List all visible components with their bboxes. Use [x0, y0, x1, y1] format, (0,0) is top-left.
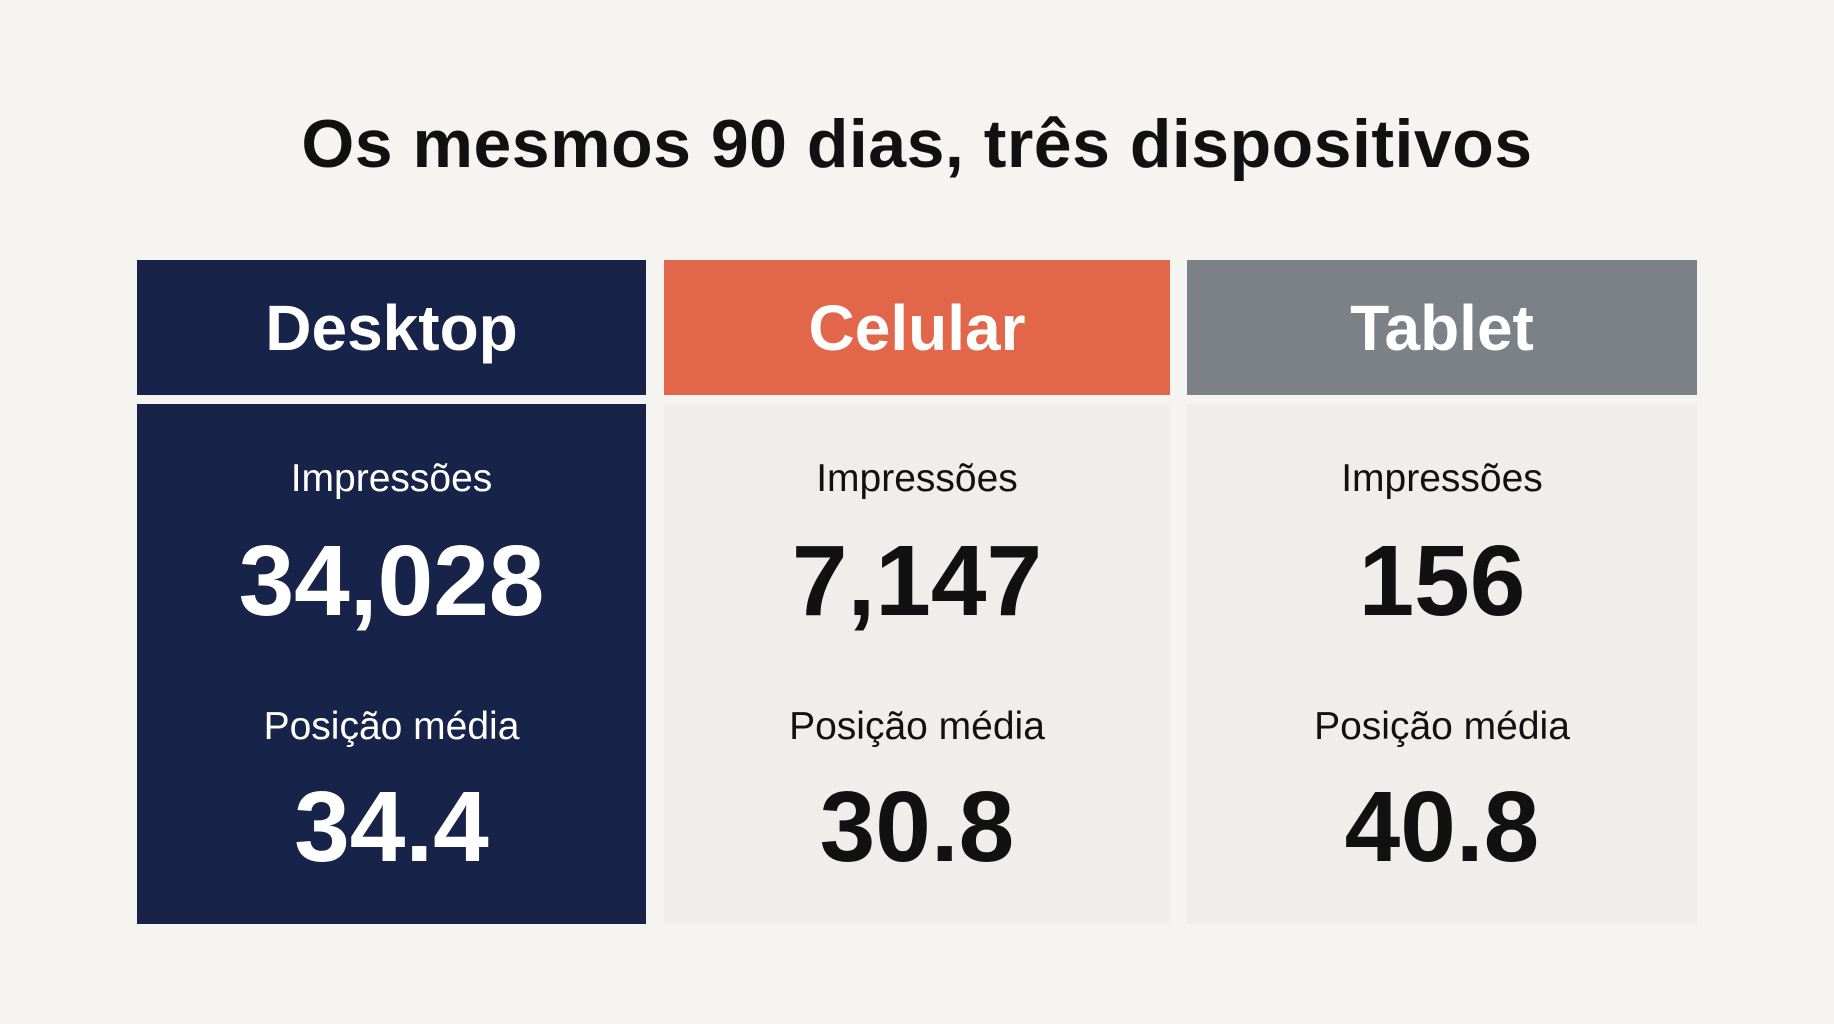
impressions-value: 34,028 — [238, 525, 545, 637]
impressions-value: 7,147 — [791, 525, 1043, 637]
avg-position-value: 34.4 — [294, 771, 489, 883]
card-desktop: Desktop Impressões 34,028 Posição média … — [137, 260, 646, 924]
card-mobile: Celular Impressões 7,147 Posição média 3… — [664, 260, 1170, 924]
card-header-desktop: Desktop — [137, 260, 646, 395]
card-header-tablet: Tablet — [1187, 260, 1697, 395]
impressions-label: Impressões — [290, 457, 493, 500]
card-header-mobile: Celular — [664, 260, 1170, 395]
impressions-label: Impressões — [816, 457, 1018, 500]
avg-position-label: Posição média — [789, 705, 1045, 748]
impressions-value: 156 — [1358, 525, 1526, 637]
card-body-desktop: Impressões 34,028 Posição média 34.4 — [137, 404, 646, 924]
avg-position-label: Posição média — [263, 705, 520, 748]
card-body-mobile: Impressões 7,147 Posição média 30.8 — [664, 404, 1170, 924]
card-body-tablet: Impressões 156 Posição média 40.8 — [1187, 404, 1697, 924]
impressions-label: Impressões — [1341, 457, 1543, 500]
page-title: Os mesmos 90 dias, três dispositivos — [301, 106, 1533, 182]
avg-position-label: Posição média — [1314, 705, 1570, 748]
avg-position-value: 30.8 — [819, 771, 1015, 883]
device-cards: Desktop Impressões 34,028 Posição média … — [137, 260, 1697, 924]
card-tablet: Tablet Impressões 156 Posição média 40.8 — [1187, 260, 1697, 924]
avg-position-value: 40.8 — [1344, 771, 1540, 883]
